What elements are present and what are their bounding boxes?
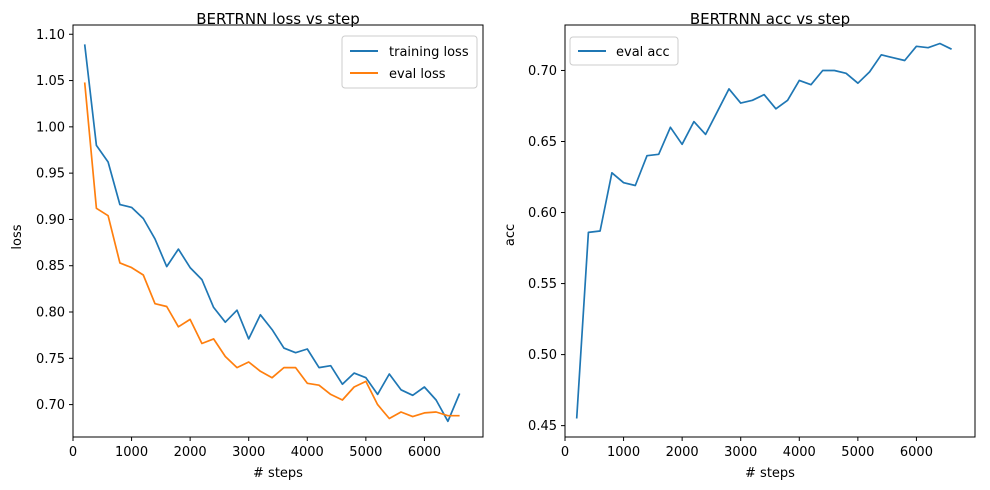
loss-chart-x-tick-label: 0 bbox=[69, 445, 77, 460]
acc-chart: BERTRNN acc vs step # steps acc 0 1000 200… bbox=[503, 10, 976, 481]
acc-chart-frame bbox=[564, 24, 976, 438]
series-line-training-loss bbox=[83, 44, 461, 423]
loss-chart-y-tick-label: 0.85 bbox=[36, 259, 65, 274]
acc-chart-ylabel: acc bbox=[503, 224, 518, 246]
loss-chart-xlabel: # steps bbox=[253, 466, 303, 481]
loss-chart-legend: training loss eval loss bbox=[341, 35, 478, 89]
acc-chart-x-tick-label: 4000 bbox=[783, 445, 816, 460]
loss-chart-x-tick-label: 5000 bbox=[349, 445, 382, 460]
loss-chart-frame bbox=[72, 24, 484, 438]
acc-chart-y-tick-label: 0.70 bbox=[528, 64, 557, 79]
series-line-eval-acc bbox=[575, 42, 952, 419]
acc-chart-x-tick-label: 0 bbox=[561, 445, 569, 460]
loss-chart-y-tick-label: 1.05 bbox=[36, 74, 65, 89]
acc-chart-x-tick-label: 5000 bbox=[841, 445, 874, 460]
loss-chart-title: BERTRNN loss vs step bbox=[196, 10, 360, 28]
acc-chart-x-tick-label: 3000 bbox=[724, 445, 757, 460]
loss-chart-lines bbox=[83, 44, 461, 423]
acc-chart-legend: eval acc bbox=[569, 36, 679, 66]
loss-chart-legend-box bbox=[341, 35, 478, 89]
loss-chart-y-tick-label: 0.75 bbox=[36, 352, 65, 367]
acc-chart-x-tick-label: 2000 bbox=[666, 445, 699, 460]
loss-chart-x-tick-label: 4000 bbox=[291, 445, 324, 460]
loss-chart-y-tick-label: 0.95 bbox=[36, 167, 65, 182]
acc-chart-y-tick-label: 0.55 bbox=[528, 277, 557, 292]
loss-chart-y-tick-label: 0.70 bbox=[36, 398, 65, 413]
acc-chart-y-tick-label: 0.45 bbox=[528, 419, 557, 434]
acc-chart-y-tick-label: 0.50 bbox=[528, 348, 557, 363]
loss-chart-ylabel: loss bbox=[10, 224, 25, 249]
loss-chart-y-tick-label: 0.90 bbox=[36, 213, 65, 228]
acc-chart-x-tick-label: 1000 bbox=[607, 445, 640, 460]
loss-chart-y-ticks: 0.70 0.75 0.80 0.85 0.90 0.95 1.00 1.05 1.10 bbox=[36, 28, 73, 413]
legend-label-training-loss: training loss bbox=[389, 45, 469, 60]
series-line-eval-loss bbox=[83, 82, 460, 420]
loss-chart-x-tick-label: 2000 bbox=[174, 445, 207, 460]
loss-chart-x-tick-label: 3000 bbox=[232, 445, 265, 460]
loss-chart-x-tick-label: 1000 bbox=[115, 445, 148, 460]
loss-chart-y-tick-label: 0.80 bbox=[36, 306, 65, 321]
legend-label-eval-acc: eval acc bbox=[616, 45, 670, 60]
acc-chart-title: BERTRNN acc vs step bbox=[690, 10, 850, 28]
acc-chart-x-ticks: 0 1000 2000 3000 4000 5000 6000 bbox=[561, 437, 933, 460]
acc-chart-legend-box bbox=[569, 36, 679, 66]
loss-chart-y-tick-label: 1.10 bbox=[36, 28, 65, 43]
acc-chart-lines bbox=[575, 42, 952, 419]
loss-chart-x-tick-label: 6000 bbox=[408, 445, 441, 460]
acc-chart-xlabel: # steps bbox=[745, 466, 795, 481]
acc-chart-y-tick-label: 0.60 bbox=[528, 206, 557, 221]
acc-chart-y-ticks: 0.45 0.50 0.55 0.60 0.65 0.70 bbox=[528, 64, 565, 434]
legend-label-eval-loss: eval loss bbox=[389, 67, 446, 82]
acc-chart-y-tick-label: 0.65 bbox=[528, 135, 557, 150]
loss-chart-x-ticks: 0 1000 2000 3000 4000 5000 6000 bbox=[69, 437, 441, 460]
loss-chart-y-tick-label: 1.00 bbox=[36, 120, 65, 135]
loss-chart: BERTRNN loss vs step # steps loss 0 1000 2… bbox=[10, 10, 484, 481]
acc-chart-x-tick-label: 6000 bbox=[900, 445, 933, 460]
